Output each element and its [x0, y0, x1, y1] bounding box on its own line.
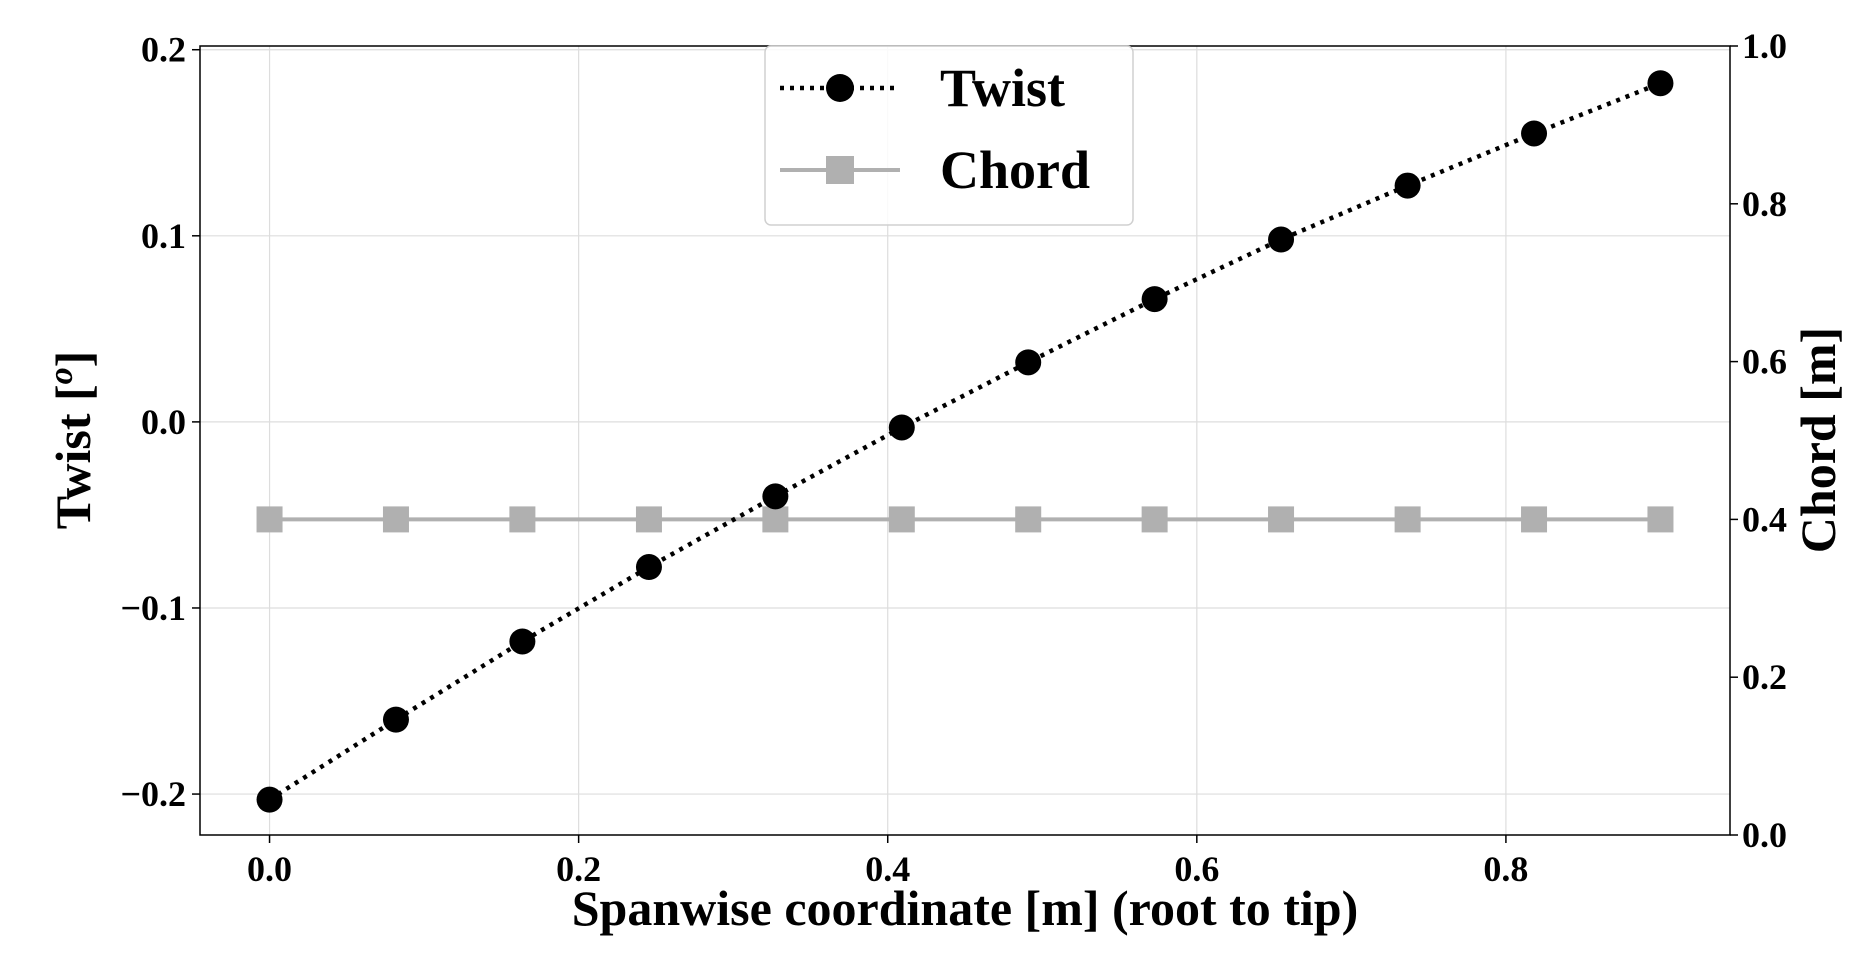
y-right-tick-label: 1.0 [1742, 26, 1787, 66]
chord-point [1521, 506, 1548, 533]
y-axis-left-title-main: Twist [ [45, 384, 101, 529]
legend-label-twist: Twist [940, 58, 1065, 118]
twist-point [1394, 172, 1421, 199]
chord-point [382, 506, 409, 533]
x-axis-title: Spanwise coordinate [m] (root to tip) [572, 880, 1359, 936]
x-tick-label: 0.2 [556, 849, 601, 889]
twist-point [762, 483, 789, 510]
twist-point [1647, 70, 1674, 97]
twist-point [382, 706, 409, 733]
y-left-tick-label: −0.1 [120, 588, 186, 628]
y-right-tick-label: 0.2 [1742, 657, 1787, 697]
chord-point [635, 506, 662, 533]
y-right-tick-label: 0.0 [1742, 815, 1787, 855]
legend-box [764, 45, 1134, 226]
y-right-tick-label: 0.8 [1742, 184, 1787, 224]
x-tick-label: 0.4 [865, 849, 910, 889]
chord-point [888, 506, 915, 533]
chord-point [1141, 506, 1168, 533]
chord-point [1647, 506, 1674, 533]
x-tick-label: 0.8 [1483, 849, 1528, 889]
twist-series-line [268, 81, 1662, 802]
twist-point [1015, 349, 1042, 376]
twist-point [1268, 226, 1295, 253]
chord-point [1268, 506, 1295, 533]
legend-label-chord: Chord [940, 140, 1090, 200]
y-right-tick-label: 0.6 [1742, 342, 1787, 382]
chord-point [1015, 506, 1042, 533]
twist-point [1141, 286, 1168, 313]
y-left-tick-label: 0.1 [141, 216, 186, 256]
legend-marker-chord [826, 156, 854, 184]
legend: Twist Chord [764, 45, 1134, 226]
y-axis-right-title: Chord [m] [1790, 327, 1846, 553]
plot-series [256, 70, 1674, 813]
x-tick-label: 0.0 [247, 849, 292, 889]
twist-point [888, 414, 915, 441]
chord-point [762, 506, 789, 533]
twist-point [1521, 120, 1548, 147]
y-axis-left-title-superscript: o [43, 367, 80, 384]
twist-point [256, 786, 283, 813]
y-right-tick-label: 0.4 [1742, 499, 1787, 539]
y-left-tick-label: 0.0 [141, 402, 186, 442]
y-axis-left-title-end: ] [45, 351, 101, 368]
y-axis-left-title: Twist [o] [43, 351, 102, 530]
y-left-tick-label: 0.2 [141, 30, 186, 70]
chord-point [509, 506, 536, 533]
x-tick-label: 0.6 [1174, 849, 1219, 889]
chord-point [256, 506, 283, 533]
y-left-tick-label: −0.2 [120, 774, 186, 814]
twist-point [509, 628, 536, 655]
chord-point [1394, 506, 1421, 533]
legend-marker-twist [826, 74, 854, 102]
axis-ticks: 0.0 0.2 0.4 0.6 0.8 −0.2 −0.1 0.0 0.1 0.2 0.0 0.2 0.… [120, 26, 1787, 889]
twist-point [635, 554, 662, 581]
